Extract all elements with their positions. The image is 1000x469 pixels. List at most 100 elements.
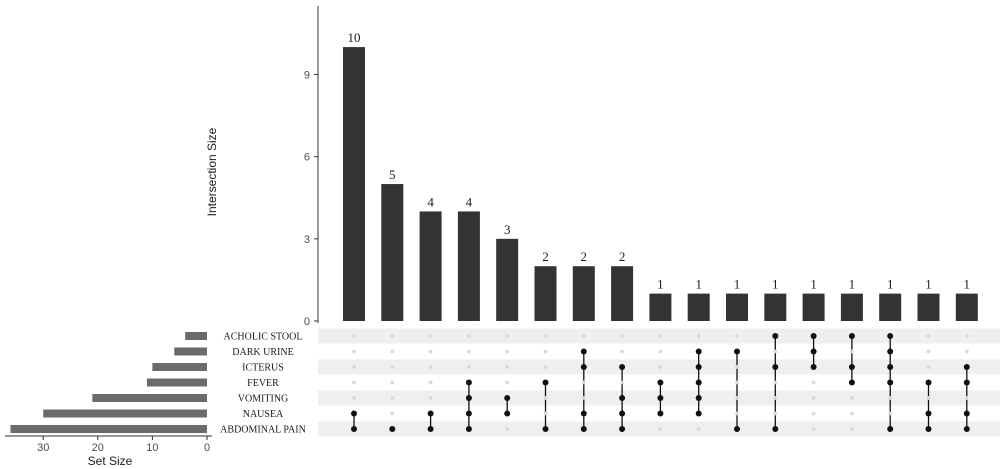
intersection-size-axis-title: Intersection Size: [205, 127, 219, 216]
matrix-dot-active: [925, 426, 932, 432]
matrix-dot-inactive: [735, 334, 739, 338]
matrix-dot-active: [465, 410, 472, 417]
intersection-bar-label: 1: [734, 277, 741, 292]
set-size-bar: [43, 409, 207, 418]
matrix-dot-active: [695, 395, 702, 401]
matrix-dot-active: [465, 426, 472, 432]
y-tick-label: 0: [304, 316, 310, 328]
matrix-dot-active: [734, 426, 740, 432]
matrix-dot-inactive: [352, 349, 356, 354]
matrix-dot-active: [810, 364, 817, 370]
set-size-bar: [185, 332, 207, 340]
matrix-dot-active: [427, 410, 434, 417]
intersection-bar: [917, 293, 940, 321]
intersection-bar: [687, 293, 710, 321]
matrix-dot-active: [619, 364, 626, 370]
matrix-dot-inactive: [428, 365, 433, 369]
intersection-bar-labels: 10 5 4 4 3 2 2 2 1 1 1 1 1 1 1 1 1: [348, 30, 971, 292]
intersection-bar: [611, 266, 634, 321]
y-tick-label: 9: [304, 69, 310, 81]
intersection-bars: [343, 47, 978, 322]
set-size-bar: [10, 425, 208, 433]
matrix-dot-active: [542, 426, 549, 432]
matrix-dot-inactive: [390, 365, 395, 369]
intersection-bar-label: 1: [925, 277, 932, 292]
matrix-dot-inactive: [467, 365, 471, 369]
matrix-dot-active: [695, 410, 702, 417]
intersection-bar: [572, 266, 595, 321]
intersection-bar-label: 1: [849, 277, 856, 292]
matrix-dot-active: [619, 410, 626, 417]
matrix-dot-active: [848, 379, 855, 386]
matrix-dot-inactive: [543, 349, 548, 354]
intersection-bar-label: 2: [542, 249, 549, 264]
intersection-bar: [726, 293, 748, 321]
matrix-dot-inactive: [888, 411, 893, 416]
intersection-bar: [649, 293, 672, 321]
matrix-dot-inactive: [735, 365, 739, 369]
set-size-axis: 30 20 10 0: [5, 435, 212, 454]
matrix-dot-active: [887, 426, 894, 432]
matrix-dot-active: [504, 410, 511, 417]
matrix-dot-inactive: [926, 349, 931, 354]
set-size-tick-label: 20: [92, 442, 104, 454]
matrix-dot-inactive: [390, 380, 395, 385]
matrix-dot-active: [465, 395, 472, 401]
matrix-dot-inactive: [352, 396, 356, 400]
matrix-dot-active: [848, 333, 855, 339]
matrix-dot-inactive: [620, 380, 624, 385]
set-size-tick-label: 30: [37, 442, 49, 454]
matrix-dot-inactive: [850, 411, 854, 416]
matrix-dot-inactive: [888, 396, 893, 400]
matrix-dot-inactive: [773, 380, 778, 385]
intersection-bar-label: 4: [427, 194, 434, 209]
matrix-dot-active: [657, 379, 664, 386]
set-label-acholic-stool: ACHOLIC STOOL: [224, 332, 303, 343]
intersection-bar: [343, 47, 365, 322]
matrix-dot-inactive: [505, 334, 510, 338]
matrix-dot-inactive: [505, 365, 510, 369]
matrix-dot-inactive: [428, 396, 433, 400]
matrix-dot-active: [772, 333, 779, 339]
intersection-bar-label: 1: [657, 277, 664, 292]
intersection-bar: [496, 238, 519, 321]
matrix-dot-active: [887, 333, 894, 339]
matrix-dot-inactive: [735, 396, 739, 400]
intersection-bar: [419, 211, 442, 321]
matrix-dot-inactive: [581, 380, 586, 385]
matrix-dot-inactive: [505, 427, 510, 431]
matrix-dot-active: [619, 395, 626, 401]
matrix-dot-inactive: [620, 334, 624, 338]
intersection-bar: [955, 293, 978, 321]
matrix-dot-inactive: [773, 349, 778, 354]
matrix-dot-active: [695, 364, 702, 370]
matrix-dot-active: [963, 379, 970, 386]
matrix-dot-inactive: [352, 365, 356, 369]
intersection-bar-label: 1: [772, 277, 779, 292]
matrix-dot-inactive: [428, 380, 433, 385]
matrix-dot-active: [580, 410, 587, 417]
matrix-dot-inactive: [964, 349, 969, 354]
matrix-dot-inactive: [735, 380, 739, 385]
set-size-bar: [152, 363, 207, 371]
matrix-dot-inactive: [352, 334, 356, 338]
matrix-dot-inactive: [390, 396, 395, 400]
intersection-bar-label: 3: [504, 222, 511, 237]
matrix-dot-active: [351, 426, 357, 432]
matrix-dot-active: [695, 379, 702, 386]
matrix-dot-inactive: [964, 334, 969, 338]
matrix-dot-inactive: [696, 334, 701, 338]
matrix-dot-inactive: [926, 334, 931, 338]
matrix-dot-active: [734, 348, 740, 355]
intersection-bar-label: 1: [887, 277, 894, 292]
y-tick-label: 3: [304, 234, 310, 246]
matrix-dot-inactive: [543, 365, 548, 369]
matrix-dot-inactive: [850, 427, 854, 431]
matrix-dot-inactive: [811, 411, 816, 416]
set-size-tick-label: 10: [146, 442, 158, 454]
matrix-dot-inactive: [505, 380, 510, 385]
matrix-dot-inactive: [581, 396, 586, 400]
set-label-dark-urine: DARK URINE: [232, 347, 293, 358]
matrix-dot-inactive: [467, 349, 471, 354]
matrix-dot-active: [772, 364, 779, 370]
